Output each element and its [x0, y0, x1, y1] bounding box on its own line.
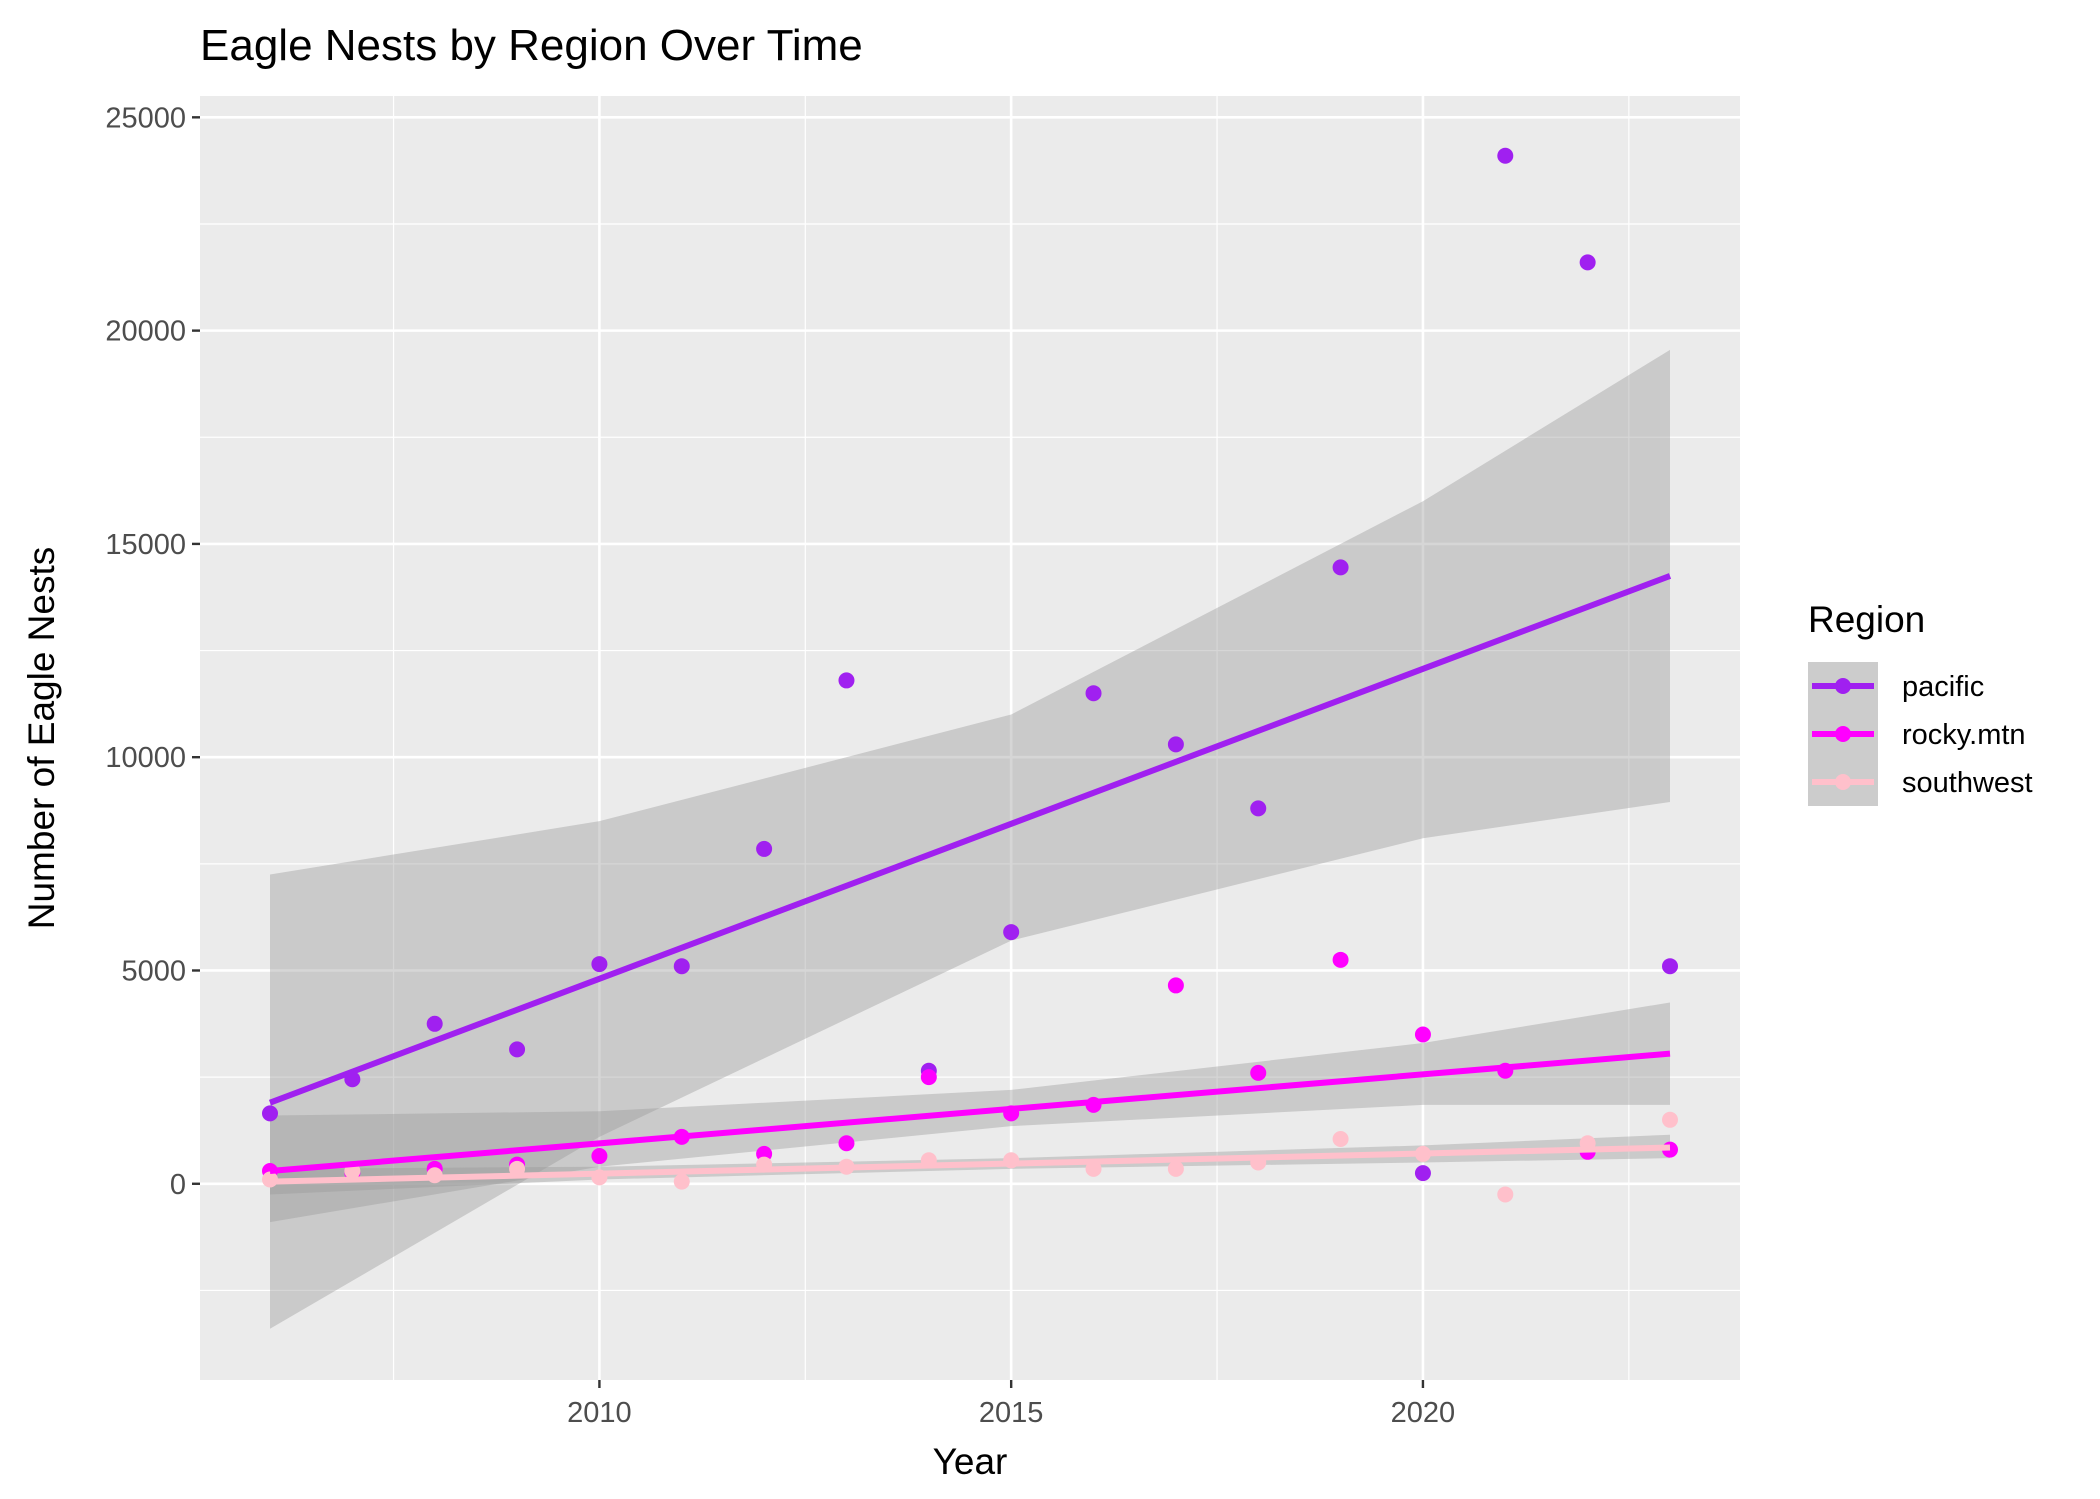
- point-southwest: [673, 1173, 690, 1190]
- fit-line-southwest: [269, 1144, 1671, 1185]
- y-tick-label: 10000: [105, 742, 186, 774]
- point-pacific: [591, 956, 608, 973]
- point-southwest: [1332, 1130, 1349, 1147]
- point-pacific: [756, 840, 773, 857]
- point-rocky.mtn: [1414, 1026, 1431, 1043]
- legend: pacific rocky.mtn southwest: [1808, 662, 2033, 806]
- point-pacific: [262, 1105, 278, 1122]
- point-pacific: [509, 1041, 526, 1058]
- fit-line-rocky.mtn: [269, 1050, 1671, 1174]
- x-axis-title: Year: [933, 1441, 1008, 1482]
- point-rocky.mtn: [1332, 951, 1349, 968]
- point-rocky.mtn: [1167, 977, 1184, 994]
- y-tick-label: 15000: [105, 529, 186, 561]
- y-tick-label: 25000: [105, 102, 186, 134]
- point-pacific: [1497, 147, 1514, 164]
- x-tick-label: 2010: [567, 1397, 632, 1429]
- point-pacific: [1003, 924, 1020, 941]
- point-rocky.mtn: [591, 1148, 608, 1165]
- point-rocky.mtn: [838, 1135, 855, 1152]
- chart-title: Eagle Nests by Region Over Time: [200, 21, 863, 70]
- y-axis-title: Number of Eagle Nests: [21, 547, 62, 930]
- fit-lines: [268, 573, 1672, 1185]
- point-southwest: [1085, 1160, 1102, 1177]
- legend-label-pacific: pacific: [1902, 671, 1984, 703]
- y-tick-label: 0: [170, 1169, 186, 1201]
- point-southwest: [1167, 1160, 1184, 1177]
- legend-label-southwest: southwest: [1902, 767, 2033, 799]
- legend-key-point: [1835, 726, 1851, 742]
- point-pacific: [1085, 685, 1102, 702]
- point-pacific: [1332, 559, 1349, 576]
- point-pacific: [673, 958, 690, 975]
- point-southwest: [1497, 1186, 1514, 1203]
- point-pacific: [426, 1015, 443, 1032]
- fit-line-pacific: [268, 573, 1672, 1106]
- x-tick-label: 2020: [1391, 1397, 1456, 1429]
- grid-lines: [200, 96, 1740, 1380]
- legend-key-point: [1835, 678, 1851, 694]
- point-pacific: [1579, 254, 1596, 271]
- legend-key-point: [1835, 774, 1851, 790]
- point-pacific: [1250, 800, 1267, 817]
- point-pacific: [1414, 1165, 1431, 1182]
- data-points: [262, 147, 1678, 1203]
- legend-label-rocky.mtn: rocky.mtn: [1902, 719, 2026, 751]
- point-pacific: [1662, 958, 1678, 975]
- point-pacific: [838, 672, 855, 689]
- legend-title: Region: [1808, 599, 1925, 640]
- y-tick-label: 5000: [121, 955, 186, 987]
- y-tick-label: 20000: [105, 316, 186, 348]
- point-rocky.mtn: [920, 1069, 937, 1086]
- x-tick-label: 2015: [979, 1397, 1044, 1429]
- point-pacific: [1167, 736, 1184, 753]
- point-southwest: [1662, 1111, 1678, 1128]
- axis-ticks: 2010 2015 2020 0 5000 10000 15000 20000 25000: [105, 102, 1455, 1429]
- point-rocky.mtn: [1250, 1064, 1267, 1081]
